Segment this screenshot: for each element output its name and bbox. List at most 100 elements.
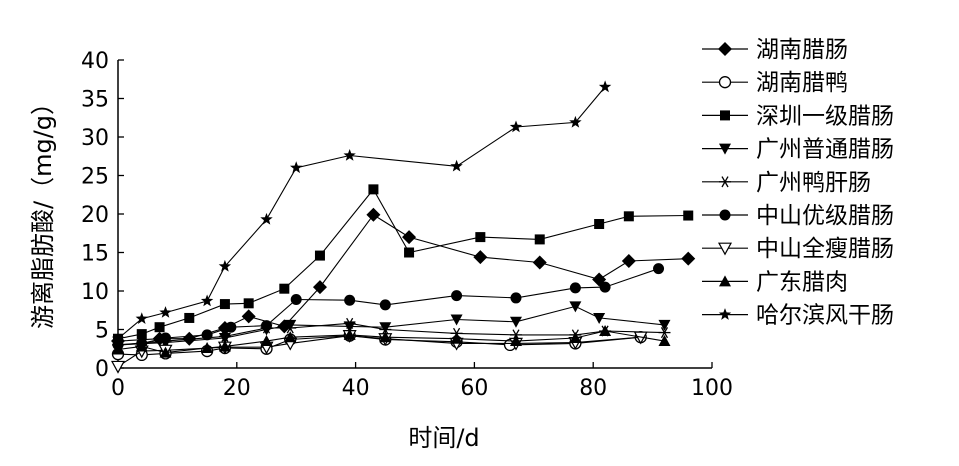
x-axis-title: 时间/d — [408, 424, 479, 452]
data-point-marker — [312, 280, 327, 295]
data-point-marker — [658, 319, 671, 331]
data-point-marker — [720, 110, 730, 121]
data-point-marker — [368, 184, 379, 195]
y-tick-label: 0 — [95, 357, 109, 382]
y-tick-label: 25 — [81, 165, 109, 190]
legend-label: 湖南腊鸭 — [756, 70, 848, 96]
legend-item: 中山优级腊肠 — [702, 203, 894, 229]
data-point-marker — [658, 327, 671, 339]
y-tick-label: 30 — [81, 126, 109, 151]
data-point-marker — [450, 314, 463, 326]
series — [111, 80, 612, 344]
x-tick-label: 80 — [579, 376, 607, 401]
data-point-marker — [379, 323, 392, 336]
x-tick-label: 40 — [342, 376, 370, 401]
data-point-marker — [532, 255, 547, 270]
data-point-marker — [621, 253, 636, 268]
data-point-marker — [261, 320, 272, 332]
data-point-marker — [218, 340, 231, 352]
data-point-marker — [534, 234, 545, 245]
data-point-marker — [717, 242, 733, 256]
data-point-marker — [451, 290, 463, 302]
data-point-marker — [509, 316, 522, 328]
data-point-marker — [160, 332, 172, 344]
data-point-marker — [314, 250, 325, 261]
data-point-marker — [218, 259, 232, 272]
data-point-marker — [219, 299, 230, 310]
data-point-marker — [200, 294, 214, 307]
data-point-marker — [344, 294, 356, 306]
legend-item: 广州普通腊肠 — [702, 137, 894, 163]
data-point-marker — [598, 80, 612, 93]
data-point-marker — [154, 322, 165, 333]
data-point-marker — [683, 210, 694, 221]
series — [113, 184, 694, 344]
legend-item: 广州鸭肝肠 — [702, 170, 871, 196]
data-point-marker — [719, 209, 731, 221]
y-axis-title: 游离脂肪酸/（mg/g） — [29, 91, 57, 329]
data-point-marker — [475, 232, 486, 243]
legend-label: 中山全瘦腊肠 — [756, 236, 894, 262]
x-tick-label: 60 — [460, 376, 488, 401]
y-tick-label: 10 — [81, 280, 109, 305]
data-point-marker — [404, 247, 415, 258]
series-line — [117, 330, 665, 354]
data-point-marker — [260, 212, 273, 225]
y-tick-label: 40 — [81, 49, 109, 74]
legend-label: 深圳一级腊肠 — [756, 103, 894, 129]
data-point-marker — [718, 42, 732, 56]
axes: 0 5 10 15 20 25 30 35 40 0 20 40 60 80 100 — [81, 49, 733, 401]
data-point-marker — [343, 149, 356, 161]
data-point-marker — [569, 331, 582, 343]
data-point-marker — [159, 346, 172, 358]
legend-item: 广东腊肉 — [702, 269, 848, 295]
data-point-marker — [450, 332, 463, 344]
legend-item: 湖南腊肠 — [702, 37, 848, 63]
data-point-marker — [343, 317, 356, 329]
legend-label: 湖南腊肠 — [756, 37, 848, 63]
data-point-marker — [241, 309, 256, 324]
data-point-marker — [473, 250, 488, 265]
data-point-marker — [284, 331, 297, 343]
data-point-marker — [290, 293, 302, 305]
legend-label: 中山优级腊肠 — [756, 203, 894, 229]
plot-area — [110, 80, 696, 374]
x-tick-label: 20 — [223, 376, 251, 401]
data-point-marker — [509, 120, 523, 133]
data-point-marker — [719, 275, 731, 287]
legend-label: 广州鸭肝肠 — [756, 170, 871, 196]
data-point-marker — [450, 159, 463, 172]
y-tick-label: 20 — [81, 203, 109, 228]
x-tick-label: 100 — [691, 376, 733, 401]
data-point-marker — [718, 308, 732, 320]
data-point-marker — [260, 335, 273, 347]
data-point-marker — [719, 143, 731, 155]
legend-label: 广州普通腊肠 — [756, 137, 894, 163]
data-point-marker — [569, 301, 582, 313]
legend-label: 广东腊肉 — [756, 269, 848, 295]
series-line — [117, 86, 606, 340]
data-point-marker — [569, 282, 581, 294]
y-tick-label: 15 — [81, 242, 109, 267]
data-point-marker — [569, 115, 582, 128]
data-point-marker — [509, 335, 522, 347]
data-point-marker — [135, 312, 148, 324]
data-point-marker — [159, 306, 172, 318]
data-point-marker — [136, 329, 147, 340]
series — [112, 301, 671, 351]
data-point-marker — [243, 298, 254, 309]
data-point-marker — [379, 299, 391, 311]
data-point-marker — [111, 332, 125, 344]
data-point-marker — [379, 331, 392, 343]
y-tick-label: 35 — [81, 88, 109, 113]
data-point-marker — [366, 207, 381, 222]
data-point-marker — [343, 328, 356, 340]
legend-item: 湖南腊鸭 — [702, 70, 848, 96]
data-point-marker — [201, 329, 213, 341]
data-point-marker — [599, 281, 611, 293]
y-tick-label: 5 — [95, 319, 109, 344]
legend: 湖南腊肠湖南腊鸭深圳一级腊肠广州普通腊肠广州鸭肝肠中山优级腊肠中山全瘦腊肠广东腊… — [702, 37, 894, 329]
data-point-marker — [718, 76, 732, 89]
series-line — [117, 214, 689, 342]
